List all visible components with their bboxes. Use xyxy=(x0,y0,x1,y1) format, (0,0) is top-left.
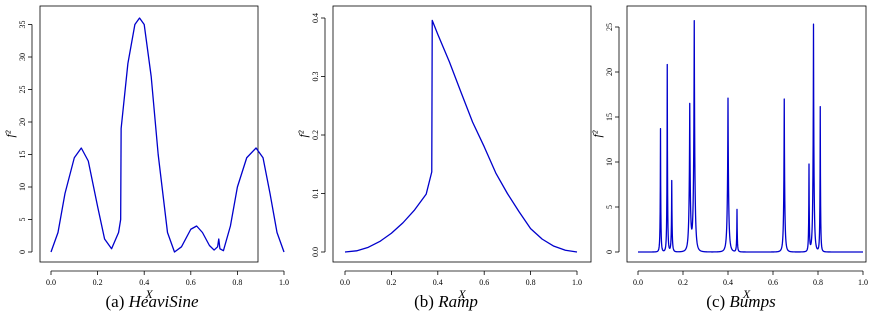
caption-label: (c) xyxy=(706,292,729,311)
x-tick-label: 0.4 xyxy=(723,278,733,287)
x-tick-label: 1.0 xyxy=(858,278,868,287)
x-tick-label: 0.4 xyxy=(139,278,149,287)
x-tick-label: 0.8 xyxy=(813,278,823,287)
y-tick-label: 10 xyxy=(605,158,614,166)
caption-function-name: Bumps xyxy=(729,292,776,311)
y-tick-label: 10 xyxy=(18,183,27,191)
x-tick-label: 0.4 xyxy=(433,278,443,287)
x-tick-label: 1.0 xyxy=(279,278,289,287)
x-tick-label: 0.6 xyxy=(479,278,489,287)
x-tick-label: 0.2 xyxy=(386,278,396,287)
x-tick-label: 0.8 xyxy=(526,278,536,287)
y-tick-label: 30 xyxy=(18,53,27,61)
x-axis-title: X xyxy=(457,287,466,301)
x-tick-label: 0.0 xyxy=(46,278,56,287)
series-line xyxy=(344,19,578,253)
plot-frame xyxy=(332,5,592,263)
caption-function-name: Ramp xyxy=(437,292,478,311)
x-tick-label: 1.0 xyxy=(572,278,582,287)
x-axis-title: X xyxy=(742,287,751,301)
series-line xyxy=(50,17,285,253)
y-axis-title: f² xyxy=(590,130,604,137)
x-tick-label: 0.6 xyxy=(768,278,778,287)
x-axis-title: X xyxy=(144,287,153,301)
y-tick-label: 5 xyxy=(18,218,27,222)
y-tick-label: 25 xyxy=(18,86,27,94)
y-axis-title: f² xyxy=(296,130,310,137)
x-tick-label: 0.0 xyxy=(633,278,643,287)
y-tick-label: 0 xyxy=(18,250,27,254)
y-tick-label: 0.4 xyxy=(311,13,320,23)
y-tick-label: 0 xyxy=(605,250,614,254)
y-tick-label: 25 xyxy=(605,23,614,31)
x-tick-label: 0.8 xyxy=(232,278,242,287)
x-tick-label: 0.2 xyxy=(93,278,103,287)
panel-b: 0.0 0.2 0.4 0.6 0.8 1.0 0.0 0.1 0.2 0.3 0.4 Xf² (b) … xyxy=(296,5,592,311)
plot-frame xyxy=(39,5,259,263)
y-tick-label: 20 xyxy=(605,68,614,76)
caption-label: (a) xyxy=(106,292,129,311)
panel-c: 0.0 0.2 0.4 0.6 0.8 1.0 0 5 10 15 20 25 Xf² (c) Bumps xyxy=(590,5,868,311)
y-tick-label: 35 xyxy=(18,21,27,29)
y-axis-title: f² xyxy=(3,130,17,137)
y-tick-label: 0.3 xyxy=(311,72,320,82)
panel-a: 0.0 0.2 0.4 0.6 0.8 1.0 0 5 10 15 20 25 30 35 Xf² (a) H… xyxy=(3,5,289,311)
plot-frame xyxy=(626,5,867,263)
x-tick-label: 0.6 xyxy=(186,278,196,287)
y-tick-label: 0.0 xyxy=(311,247,320,257)
panel-caption: (b) Ramp xyxy=(414,292,478,311)
y-tick-label: 5 xyxy=(605,205,614,209)
panel-caption: (a) HeaviSine xyxy=(106,292,199,311)
y-tick-label: 20 xyxy=(18,118,27,126)
panel-caption: (c) Bumps xyxy=(706,292,776,311)
y-tick-label: 15 xyxy=(18,151,27,159)
series-line xyxy=(637,20,864,253)
x-tick-label: 0.2 xyxy=(678,278,688,287)
y-tick-label: 15 xyxy=(605,113,614,121)
y-tick-label: 0.1 xyxy=(311,189,320,199)
caption-function-name: HeaviSine xyxy=(128,292,199,311)
y-tick-label: 0.2 xyxy=(311,130,320,140)
x-tick-label: 0.0 xyxy=(340,278,350,287)
caption-label: (b) xyxy=(414,292,438,311)
